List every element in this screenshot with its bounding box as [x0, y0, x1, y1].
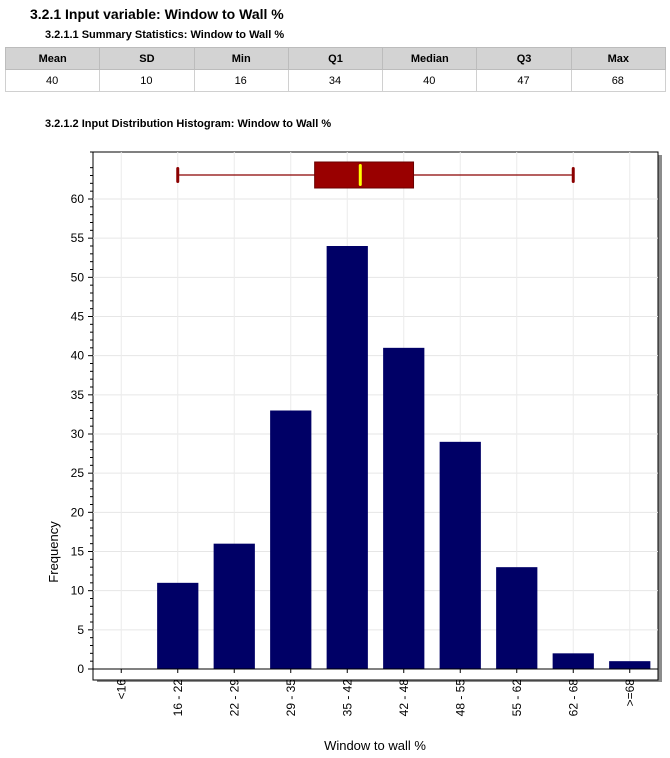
- bar: [213, 543, 255, 669]
- y-tick-label: 30: [71, 427, 85, 441]
- histogram-heading: 3.2.1.2 Input Distribution Histogram: Wi…: [45, 118, 332, 130]
- x-tick-label: 42 - 48: [397, 679, 411, 717]
- stat-header-sd: SD: [99, 47, 195, 70]
- x-axis: <16 16 - 22 22 - 29 29 - 35 35 - 42 42 - 48 48…: [93, 668, 658, 717]
- boxplot: [176, 161, 575, 189]
- y-tick-label: 50: [71, 270, 85, 284]
- histogram-chart: 0 5 10 15 20 25 30 35 40 45 50 55 60 <16 16 - 22 22 - …: [46, 151, 662, 753]
- y-tick-label: 10: [71, 584, 85, 598]
- bar: [439, 441, 481, 669]
- stats-header-row: Mean SD Min Q1 Median Q3 Max: [4, 47, 667, 70]
- stat-value-q3: 47: [476, 69, 572, 92]
- stat-value-median: 40: [382, 69, 478, 92]
- x-tick-label: 16 - 22: [171, 679, 185, 717]
- stat-header-min: Min: [193, 47, 289, 70]
- y-tick-label: 20: [71, 505, 85, 519]
- x-tick-label: >=68: [623, 679, 637, 707]
- y-tick-label: 0: [77, 662, 84, 676]
- x-axis-label: Window to wall %: [324, 738, 426, 753]
- x-tick-label: 55 - 62: [510, 679, 524, 717]
- boxplot-min-cap: [176, 167, 180, 183]
- bar: [552, 653, 594, 669]
- boxplot-box: [314, 161, 415, 189]
- y-tick-label: 60: [71, 192, 85, 206]
- y-tick-label: 25: [71, 466, 85, 480]
- stat-value-max: 68: [570, 69, 667, 92]
- bar: [157, 582, 199, 669]
- grid-lines: [93, 152, 658, 670]
- y-tick-label: 40: [71, 349, 85, 363]
- stat-value-mean: 40: [4, 69, 101, 92]
- stat-header-max: Max: [570, 47, 667, 70]
- x-tick-label: 62 - 68: [566, 679, 580, 717]
- boxplot-median: [358, 164, 362, 186]
- stats-value-row: 40 10 16 34 40 47 68: [4, 69, 667, 92]
- bar: [609, 661, 651, 669]
- x-tick-label: 29 - 35: [284, 679, 298, 717]
- stat-header-mean: Mean: [4, 47, 101, 70]
- bar: [383, 347, 425, 669]
- y-tick-label: 55: [71, 231, 85, 245]
- x-tick-label: 35 - 42: [340, 679, 354, 717]
- y-tick-label: 5: [77, 623, 84, 637]
- stat-header-q3: Q3: [476, 47, 572, 70]
- stat-header-median: Median: [382, 47, 478, 70]
- y-tick-label: 15: [71, 545, 85, 559]
- bar: [270, 410, 312, 669]
- x-tick-label: <16: [114, 679, 128, 700]
- boxplot-max-cap: [571, 167, 575, 183]
- bar: [496, 567, 538, 669]
- section-title: 3.2.1 Input variable: Window to Wall %: [30, 6, 284, 22]
- stat-value-q1: 34: [287, 69, 384, 92]
- y-tick-label: 35: [71, 388, 85, 402]
- bar-series: [157, 246, 651, 669]
- stat-header-q1: Q1: [287, 47, 384, 70]
- x-tick-label: 48 - 55: [453, 679, 467, 717]
- y-axis-label: Frequency: [46, 521, 61, 583]
- stat-value-sd: 10: [99, 69, 195, 92]
- stat-value-min: 16: [193, 69, 289, 92]
- y-axis: 0 5 10 15 20 25 30 35 40 45 50 55 60: [71, 151, 93, 676]
- y-tick-label: 45: [71, 310, 85, 324]
- stats-heading: 3.2.1.1 Summary Statistics: Window to Wa…: [45, 29, 285, 41]
- x-tick-label: 22 - 29: [227, 679, 241, 717]
- summary-statistics-table: Mean SD Min Q1 Median Q3 Max 40 10 16 34…: [4, 47, 667, 92]
- bar: [326, 246, 368, 669]
